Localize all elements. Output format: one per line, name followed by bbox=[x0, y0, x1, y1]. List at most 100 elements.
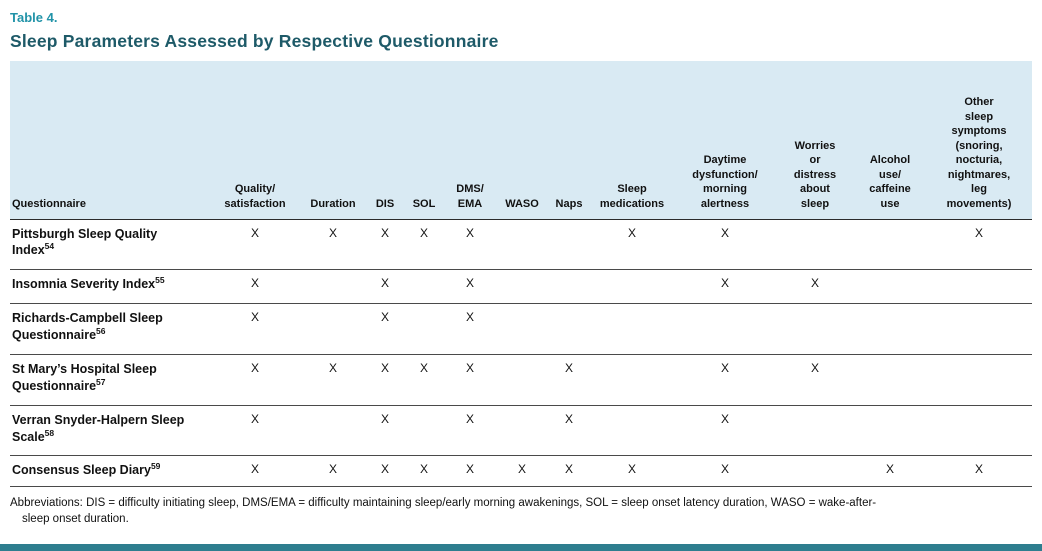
empty-cell bbox=[404, 269, 444, 304]
empty-cell bbox=[590, 269, 674, 304]
x-mark-cell: X bbox=[444, 404, 496, 456]
x-mark-cell: X bbox=[366, 269, 404, 304]
x-mark-cell: X bbox=[974, 225, 983, 240]
x-mark-cell: X bbox=[366, 353, 404, 406]
empty-cell bbox=[496, 353, 548, 406]
bottom-accent-bar bbox=[0, 544, 1042, 551]
x-mark-cell: X bbox=[250, 225, 259, 240]
x-mark-cell: X bbox=[366, 303, 404, 355]
x-mark-cell: X bbox=[404, 455, 444, 488]
empty-cell bbox=[776, 404, 854, 456]
x-mark-cell: X bbox=[404, 353, 444, 406]
x-mark-cell: X bbox=[210, 404, 300, 456]
empty-cell bbox=[548, 219, 590, 270]
x-mark-cell: X bbox=[444, 269, 496, 304]
empty-cell bbox=[300, 404, 366, 456]
header-row: Questionnaire Quality/ satisfaction Durati… bbox=[10, 61, 1032, 220]
table-header: Questionnaire Quality/ satisfaction Durati… bbox=[10, 61, 1032, 220]
x-mark-cell: X bbox=[674, 404, 776, 456]
x-mark-cell: X bbox=[328, 225, 337, 240]
reference-superscript: 57 bbox=[96, 376, 106, 387]
questionnaire-name: Verran Snyder-Halpern Sleep Scale58 bbox=[10, 404, 210, 456]
column-header-questionnaire: Questionnaire bbox=[10, 61, 210, 220]
column-header: Worries or distress about sleep bbox=[776, 61, 854, 220]
x-mark-cell: X bbox=[366, 455, 404, 488]
x-mark-cell: X bbox=[210, 455, 300, 488]
empty-cell bbox=[590, 303, 674, 355]
x-mark-cell: X bbox=[548, 455, 590, 488]
x-mark-cell: X bbox=[496, 455, 548, 488]
empty-cell bbox=[674, 303, 776, 355]
table-row: Pittsburgh Sleep Quality Index54 X X X X X X X X bbox=[10, 219, 1032, 270]
column-header: Sleep medications bbox=[590, 61, 674, 220]
column-header: Alcohol use/ caffeine use bbox=[854, 61, 926, 220]
questionnaire-name: St Mary’s Hospital Sleep Questionnaire57 bbox=[10, 353, 210, 406]
x-mark-cell: X bbox=[674, 269, 776, 304]
empty-cell bbox=[404, 303, 444, 355]
x-mark-cell: X bbox=[548, 404, 590, 456]
empty-cell bbox=[496, 219, 548, 270]
empty-cell bbox=[854, 269, 926, 304]
table-row: Consensus Sleep Diary59 X X X X X X X X X X X bbox=[10, 455, 1032, 488]
column-header: Quality/ satisfaction bbox=[210, 61, 300, 220]
table-row: St Mary’s Hospital Sleep Questionnaire57… bbox=[10, 353, 1032, 406]
reference-superscript: 59 bbox=[150, 461, 161, 472]
empty-cell bbox=[590, 404, 674, 456]
column-header: SOL bbox=[404, 61, 444, 220]
table-body: Pittsburgh Sleep Quality Index54 X X X X X X X X… bbox=[10, 219, 1032, 488]
reference-superscript: 55 bbox=[155, 275, 165, 286]
empty-cell bbox=[776, 455, 854, 488]
column-header: Naps bbox=[548, 61, 590, 220]
x-mark-cell: X bbox=[926, 455, 1032, 488]
x-mark-cell: X bbox=[419, 225, 428, 240]
questionnaire-name: Richards-Campbell Sleep Questionnaire56 bbox=[10, 303, 210, 355]
table-row: Verran Snyder-Halpern Sleep Scale58 X X X X X bbox=[10, 404, 1032, 456]
empty-cell bbox=[590, 353, 674, 406]
empty-cell bbox=[300, 269, 366, 304]
empty-cell bbox=[854, 404, 926, 456]
questionnaire-name: Insomnia Severity Index55 bbox=[10, 269, 210, 304]
x-mark-cell: X bbox=[210, 269, 300, 304]
column-header: Duration bbox=[300, 61, 366, 220]
table-row: Insomnia Severity Index55 X X X X X bbox=[10, 269, 1032, 304]
empty-cell bbox=[926, 404, 1032, 456]
x-mark-cell: X bbox=[548, 353, 590, 406]
empty-cell bbox=[926, 303, 1032, 355]
empty-cell bbox=[926, 269, 1032, 304]
column-header: Daytime dysfunction/ morning alertness bbox=[674, 61, 776, 220]
column-header: WASO bbox=[496, 61, 548, 220]
x-mark-cell: X bbox=[444, 303, 496, 355]
x-mark-cell: X bbox=[674, 353, 776, 406]
x-mark-cell: X bbox=[720, 225, 729, 240]
x-mark-cell: X bbox=[776, 353, 854, 406]
empty-cell bbox=[496, 404, 548, 456]
x-mark-cell: X bbox=[366, 404, 404, 456]
x-mark-cell: X bbox=[674, 455, 776, 488]
abbreviations-footnote: Abbreviations: DIS = difficulty initiati… bbox=[10, 497, 877, 525]
x-mark-cell: X bbox=[444, 353, 496, 406]
empty-cell bbox=[300, 303, 366, 355]
questionnaire-name: Consensus Sleep Diary59 bbox=[10, 455, 210, 488]
column-header: DMS/ EMA bbox=[444, 61, 496, 220]
x-mark-cell: X bbox=[854, 455, 926, 488]
x-mark-cell: X bbox=[210, 303, 300, 355]
empty-cell bbox=[854, 303, 926, 355]
reference-superscript: 58 bbox=[44, 427, 55, 438]
reference-superscript: 56 bbox=[96, 325, 106, 336]
empty-cell bbox=[496, 303, 548, 355]
column-header: DIS bbox=[366, 61, 404, 220]
table-title: Sleep Parameters Assessed by Respective … bbox=[10, 31, 499, 51]
reference-superscript: 54 bbox=[44, 241, 55, 252]
empty-cell bbox=[776, 303, 854, 355]
x-mark-cell: X bbox=[300, 353, 366, 406]
x-mark-cell: X bbox=[380, 225, 389, 240]
x-mark-cell: X bbox=[210, 353, 300, 406]
empty-cell bbox=[776, 219, 854, 270]
empty-cell bbox=[404, 404, 444, 456]
table-label: Table 4. bbox=[10, 10, 58, 25]
empty-cell bbox=[854, 353, 926, 406]
sleep-parameters-table: Questionnaire Quality/ satisfaction Durati… bbox=[10, 61, 1032, 488]
x-mark-cell: X bbox=[776, 269, 854, 304]
x-mark-cell: X bbox=[300, 455, 366, 488]
x-mark-cell: X bbox=[465, 225, 474, 240]
